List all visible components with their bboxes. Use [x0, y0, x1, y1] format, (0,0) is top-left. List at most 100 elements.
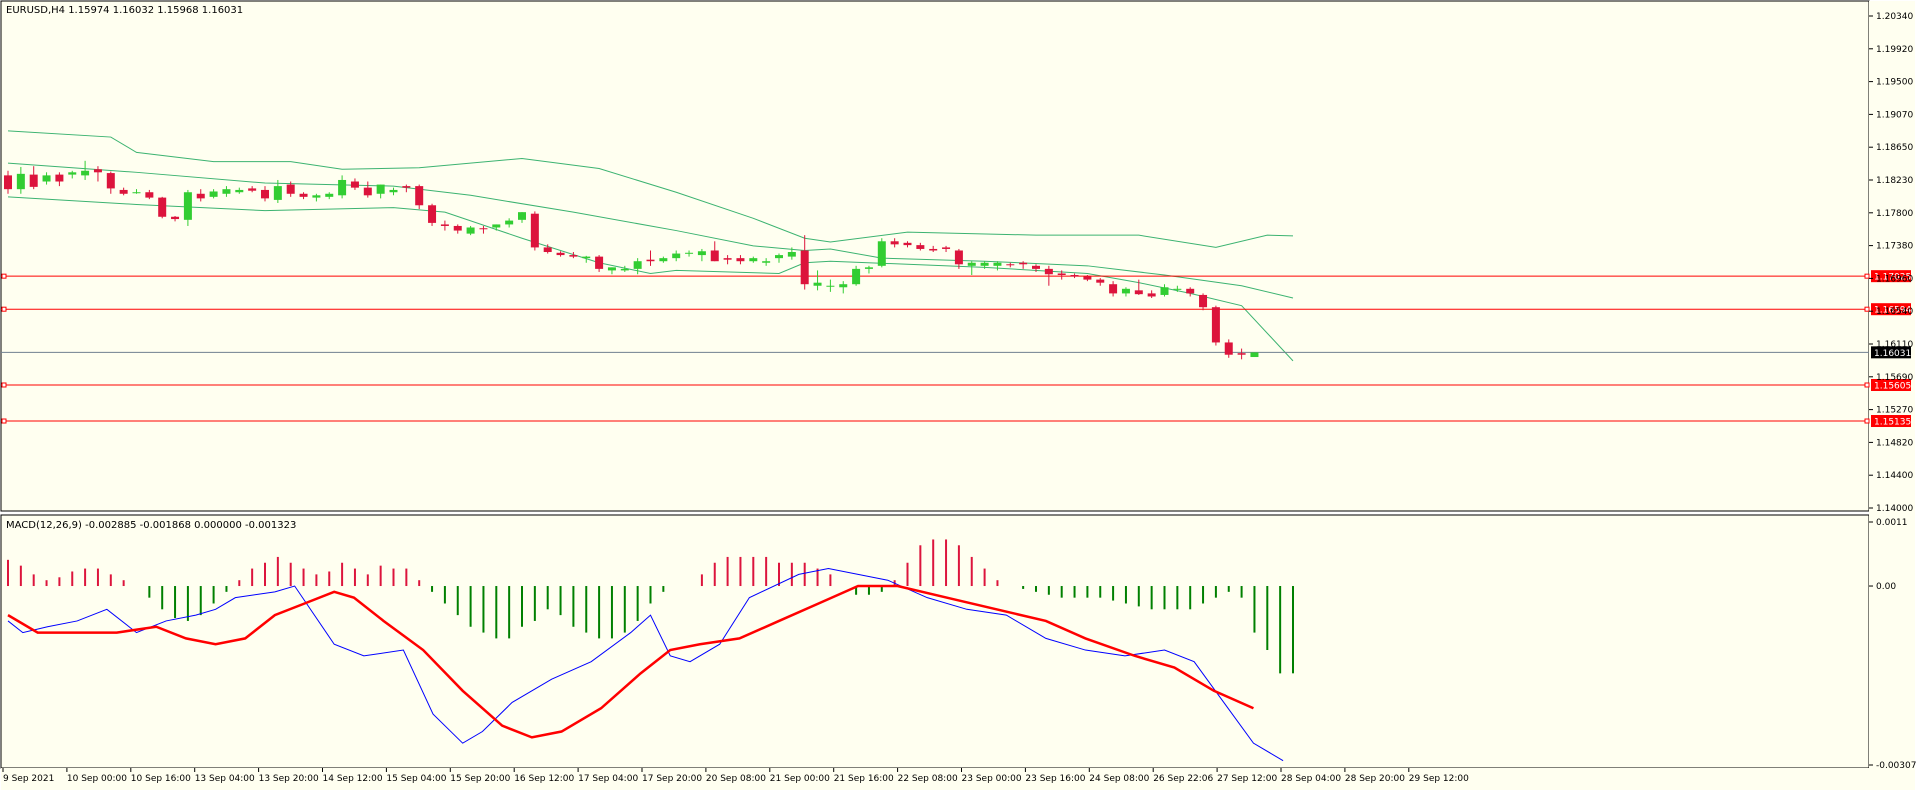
level-price-tag — [1871, 303, 1911, 316]
level-handle — [1, 273, 7, 279]
candle-bear — [646, 259, 655, 262]
candle-bear — [415, 186, 424, 206]
candle-bull — [68, 172, 77, 175]
candles — [4, 160, 1259, 360]
symbol-info: EURUSD,H4 1.15974 1.16032 1.15968 1.1603… — [6, 5, 243, 16]
level-handle — [1864, 382, 1870, 388]
candle-bear — [942, 247, 951, 249]
candle-bear — [710, 250, 719, 262]
price-tick-label: 1.16110 — [1876, 340, 1913, 350]
candle-bull — [235, 189, 244, 193]
bollinger-bands — [7, 130, 1294, 362]
candle-bull — [967, 262, 976, 266]
candle-bear — [543, 247, 552, 253]
candle-bull — [839, 284, 848, 288]
candle-bear — [106, 173, 115, 189]
time-tick-label: 21 Sep 00:00 — [770, 774, 830, 784]
candle-bear — [569, 255, 578, 257]
price-tick-label: 1.20340 — [1876, 12, 1913, 22]
candle-bear — [261, 189, 269, 199]
price-tick-label: 1.16540 — [1876, 307, 1913, 317]
candle-bull — [659, 258, 668, 262]
candle-bear — [723, 258, 732, 260]
time-axis: 9 Sep 2021 10 Sep 00:00 10 Sep 16:00 13 Sep… — [2, 768, 1469, 784]
time-tick-label: 10 Sep 00:00 — [67, 774, 127, 784]
level-handle — [1864, 273, 1870, 279]
candle-bear — [1057, 273, 1066, 276]
price-scale-area[interactable] — [1869, 1, 1915, 790]
candle-bull — [16, 173, 25, 190]
candle-bear — [248, 188, 257, 191]
time-tick-label: 23 Sep 16:00 — [1025, 774, 1085, 784]
macd-plot-area[interactable] — [0, 514, 1870, 769]
candle-bull — [222, 189, 231, 194]
time-tick-label: 28 Sep 20:00 — [1345, 774, 1405, 784]
level-handle — [1, 382, 7, 388]
horizontal-levels: 1.17025 1.16594 1.16031 1.15605 1.15135 — [1, 270, 1911, 428]
time-scale-area[interactable] — [1, 768, 1869, 790]
candle-bull — [633, 261, 642, 269]
candle-bull — [993, 262, 1002, 266]
candle-bear — [800, 250, 809, 285]
candle-bear — [556, 252, 565, 256]
candle-bear — [1199, 294, 1208, 308]
time-tick-label: 13 Sep 04:00 — [195, 774, 255, 784]
candle-bear — [1096, 279, 1105, 283]
candle-bull — [672, 253, 681, 259]
candle-bear — [1224, 342, 1233, 355]
candle-bull — [466, 227, 475, 234]
time-tick-label: 20 Sep 08:00 — [706, 774, 766, 784]
candle-bull — [749, 258, 758, 262]
macd-tick-label: 0.00 — [1876, 582, 1896, 592]
candle-bear — [1019, 262, 1028, 265]
candle-bull — [209, 191, 218, 197]
candle-bear — [1134, 290, 1143, 295]
price-tick-label: 1.14000 — [1876, 504, 1913, 514]
price-tick-label: 1.18230 — [1876, 176, 1913, 186]
price-tick-label: 1.15270 — [1876, 406, 1913, 416]
candle-bull — [877, 241, 886, 266]
price-tick-label: 1.15690 — [1876, 373, 1913, 383]
candle-bear — [1109, 284, 1118, 294]
candle-bull — [813, 282, 822, 286]
macd-info: MACD(12,26,9) -0.002885 -0.001868 0.0000… — [6, 520, 296, 531]
macd-tick-label: 0.0011 — [1876, 518, 1908, 528]
level-price-label: 1.16031 — [1874, 349, 1911, 359]
candle-bear — [55, 174, 64, 182]
level-price-tag — [1871, 346, 1911, 359]
candle-bull — [697, 251, 706, 256]
candle-bear — [196, 193, 205, 199]
candle-bull — [132, 192, 141, 194]
time-tick-label: 15 Sep 20:00 — [450, 774, 510, 784]
level-handle — [1, 306, 7, 312]
time-tick-label: 10 Sep 16:00 — [131, 774, 191, 784]
candle-bear — [299, 193, 308, 197]
level-price-label: 1.15605 — [1874, 381, 1911, 391]
time-tick-label: 9 Sep 2021 — [3, 774, 54, 784]
candle-bull — [852, 268, 861, 285]
price-tick-label: 1.14400 — [1876, 471, 1913, 481]
band-lower — [7, 196, 1294, 362]
candle-bear — [954, 250, 963, 265]
level-handle — [1864, 306, 1870, 312]
price-tick-label: 1.19070 — [1876, 110, 1913, 120]
level-price-tag — [1871, 378, 1911, 391]
candle-bear — [158, 197, 167, 217]
candle-bull — [42, 175, 51, 182]
candle-bear — [29, 174, 38, 187]
candle-bull — [81, 170, 90, 176]
candle-bull — [1160, 287, 1169, 295]
candle-bull — [685, 252, 694, 254]
main-plot-area[interactable] — [0, 0, 1870, 512]
candle-bull — [1121, 288, 1130, 294]
candle-bull — [1250, 352, 1259, 358]
candle-bear — [145, 192, 154, 198]
price-tick-label: 1.19500 — [1876, 78, 1913, 88]
candle-bear — [171, 216, 180, 220]
time-tick-label: 26 Sep 22:06 — [1153, 774, 1213, 784]
candle-bull — [376, 184, 385, 194]
macd-tick-label: -0.003075 — [1876, 761, 1916, 771]
band-upper — [7, 130, 1294, 248]
candle-bear — [440, 224, 449, 226]
